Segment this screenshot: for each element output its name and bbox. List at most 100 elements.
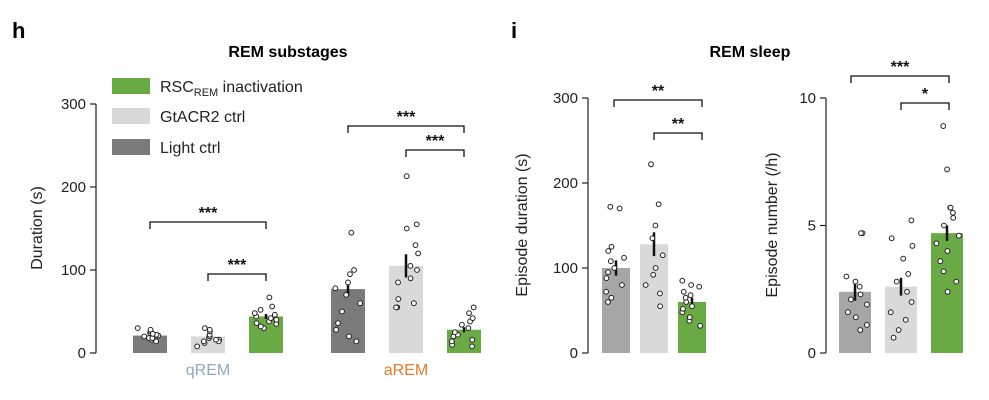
panel-h-aREM-gtacr2-ctrl-point-7 (407, 262, 414, 269)
panel-h-ylabel: Duration (s) (29, 186, 46, 270)
legend-swatch-rsc (112, 78, 150, 94)
panel-i2-light-ctrl-point-1 (863, 322, 870, 328)
panel-h-aREM-gtacr2-ctrl-point-8 (415, 250, 422, 257)
panel-i2-rsc-rem-inactivation-point-5 (933, 240, 940, 247)
panel-i2-rsc-rem-inactivation-point-9 (949, 209, 956, 216)
panel-h-y-tick-label-2: 200 (61, 179, 86, 196)
panel-i1-rsc-rem-inactivation-point-4 (680, 305, 686, 312)
panel-h-qREM-rsc-rem-inactivation-point-11 (266, 294, 273, 301)
panel-i1-light-ctrl-point-1 (608, 294, 615, 301)
panel-i2-gtacr2-ctrl-point-7 (905, 271, 912, 277)
panel-i2-sig-0-label: *** (891, 59, 910, 76)
panel-i1-gtacr2-ctrl-point-4 (652, 265, 659, 271)
panel-h-aREM-gtacr2-ctrl-point-5 (407, 275, 414, 282)
panel-i2-y-tick-label-0: 0 (808, 345, 816, 362)
panel-i1-light-ctrl-point-8 (621, 254, 627, 261)
panel-h-aREM-light-ctrl-point-11 (348, 229, 355, 236)
panel-h-aREM-gtacr2-ctrl-point-6 (414, 267, 420, 273)
panel-i1-gtacr2-ctrl-point-3 (650, 271, 657, 278)
panel-h-aREM-light-ctrl-point-2 (333, 326, 340, 333)
panel-h-sig-0-label: *** (199, 205, 218, 222)
panel-i1-rsc-rem-inactivation-point-5 (689, 303, 695, 310)
panel-i2-gtacr2-ctrl-point-8 (900, 255, 907, 262)
panel-i1-rsc-rem-inactivation-point-8 (687, 292, 694, 299)
panel-i2-gtacr2-ctrl-point-11 (908, 217, 915, 224)
panel-i2-rsc-rem-inactivation-point-3 (937, 258, 944, 265)
panel-i2-sig-0-bracket (850, 75, 950, 83)
panel-i2-rsc-rem-inactivation-point-4 (944, 248, 951, 254)
panel-h-aREM-light-ctrl-point-1 (346, 333, 352, 340)
panel-i2-rsc-rem-inactivation-point-6 (955, 232, 962, 239)
panel-i2-gtacr2-ctrl-point-10 (888, 235, 895, 242)
panel-i2-ylabel: Episode number (/h) (764, 153, 781, 298)
panel-h-aREM-light-ctrl-point-9 (347, 271, 353, 278)
panel-h-sig-2-label: *** (397, 109, 416, 126)
panel-i2-marks: **** (839, 59, 963, 353)
panel-h-aREM-rsc-rem-inactivation-point-8 (458, 321, 465, 328)
panel-i1-gtacr2-ctrl-point-6 (649, 235, 656, 242)
panel-h-sig-0-bracket (149, 221, 267, 229)
panel-i2-sig-1-bracket (900, 102, 950, 110)
panel-i2-gtacr2-ctrl-bar (885, 286, 917, 353)
panel-i1-axes: Episode duration (s) 0 100 200 300 (514, 90, 589, 362)
panel-h-aREM-light-ctrl-point-7 (332, 285, 339, 292)
legend-label-light: Light ctrl (160, 140, 220, 157)
panel-h-qREM-light-ctrl-point-11 (149, 331, 156, 337)
panel-h-axes: Duration (s) 0 100 200 300 (29, 96, 97, 362)
panel-h-aREM-gtacr2-ctrl-point-1 (393, 304, 399, 311)
panel-i1-y-tick-label-0: 0 (570, 345, 578, 362)
panel-h-aREM-rsc-rem-inactivation-point-12 (470, 304, 477, 311)
panel-h-aREM-light-ctrl-point-3 (335, 320, 341, 327)
panel-i1-y-tick-label-2: 200 (553, 175, 578, 192)
panel-h-aREM-gtacr2-ctrl-point-10 (403, 225, 410, 232)
panel-i1-light-ctrl-point-5 (605, 269, 611, 276)
panel-h-y-tick-label-1: 100 (61, 262, 86, 279)
panel-i2-light-ctrl-point-5 (847, 296, 854, 303)
panel-i1-rsc-rem-inactivation-point-10 (696, 283, 703, 290)
panel-i2-light-ctrl-point-6 (857, 291, 864, 298)
panel-i2-light-ctrl-point-11 (858, 230, 864, 237)
panel-i1-gtacr2-ctrl-point-9 (648, 161, 654, 168)
panel-h-aREM-light-ctrl-point-6 (343, 292, 350, 298)
panel-i1-gtacr2-ctrl-point-1 (657, 290, 663, 297)
panel-i1-gtacr2-ctrl-bar (640, 244, 668, 353)
panel-h-sig-1-label: *** (228, 257, 247, 274)
panel-h-qREM-gtacr2-ctrl-point-8 (206, 326, 213, 333)
panel-i1-sig-0-label: ** (652, 83, 665, 100)
panel-i1-light-ctrl-point-6 (611, 265, 618, 271)
legend-label-rsc: RSCREM inactivation (160, 79, 303, 99)
panel-i2-light-ctrl-point-0 (857, 327, 864, 333)
panel-h-qREM-rsc-rem-inactivation-point-7 (271, 311, 278, 318)
panel-i2-rsc-rem-inactivation-point-13 (940, 123, 947, 129)
panel-i1-light-ctrl-point-2 (603, 288, 610, 295)
panel-h-marks: qREM aREM *** *** *** *** (133, 109, 481, 379)
panel-h-aREM-rsc-rem-inactivation-point-7 (465, 325, 472, 332)
panel-i2-axes: Episode number (/h) 0 5 10 (764, 90, 827, 362)
panel-h-qREM-gtacr2-ctrl-point-0 (194, 343, 201, 350)
panel-i2-gtacr2-ctrl-point-6 (893, 278, 900, 285)
panel-i2-rsc-rem-inactivation-point-0 (944, 288, 951, 295)
panel-i1-y-tick-label-3: 300 (553, 90, 578, 107)
panel-letter-i: i (511, 18, 517, 43)
panel-h-qREM-rsc-rem-inactivation-point-12 (253, 320, 260, 327)
panel-i2-rsc-rem-inactivation-point-2 (940, 268, 947, 275)
legend-swatch-light (112, 139, 150, 155)
panel-i1-gtacr2-ctrl-point-5 (659, 252, 666, 259)
panel-h-aREM-gtacr2-ctrl-point-2 (411, 300, 417, 307)
panel-h-aREM-light-ctrl-point-4 (339, 308, 345, 315)
panel-i1-light-ctrl-point-9 (605, 248, 612, 254)
panel-h-qREM-light-ctrl-point-3 (141, 333, 148, 340)
panel-h-aREM-rsc-rem-inactivation-point-3 (469, 336, 476, 343)
panel-i2-rsc-rem-inactivation-point-8 (950, 214, 957, 221)
panel-h-aREM-light-ctrl-point-5 (357, 300, 363, 307)
panel-i1-rsc-rem-inactivation-point-2 (686, 314, 693, 321)
panel-h-qREM-gtacr2-ctrl-point-11 (213, 336, 219, 343)
panel-h-aREM-gtacr2-ctrl-point-4 (395, 279, 401, 286)
panel-i1-sig-1-label: ** (672, 116, 685, 133)
panel-letter-h: h (12, 18, 25, 43)
panel-h-qREM-rsc-rem-inactivation-point-5 (267, 315, 274, 322)
panel-i2-rsc-rem-inactivation-point-1 (953, 278, 960, 285)
panel-i1-sig-0-bracket (613, 99, 703, 107)
panel-i1-light-ctrl-point-0 (605, 299, 611, 305)
